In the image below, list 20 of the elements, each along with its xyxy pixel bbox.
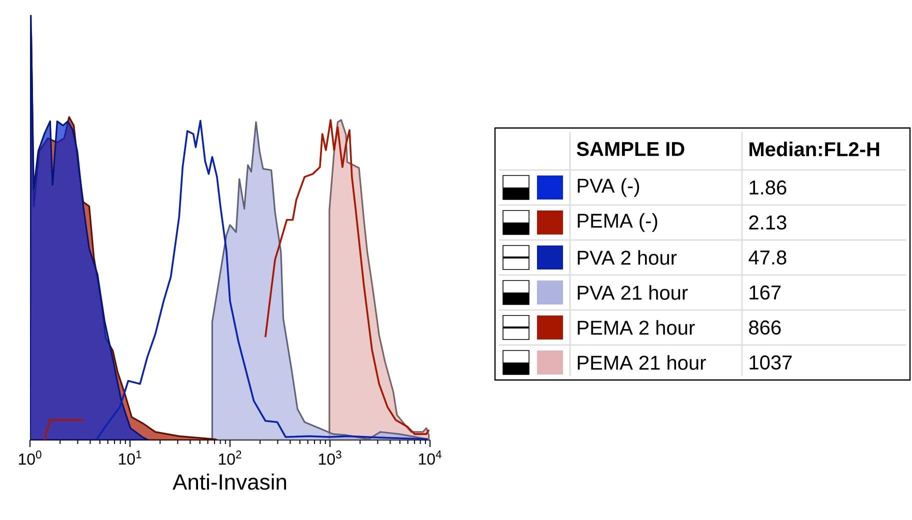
text: 1.86 [750, 180, 786, 195]
legend-label: PEMA 2 hour [578, 320, 695, 335]
legend-label: PVA 21 hour [578, 285, 688, 300]
legend-label: PEMA (-) [578, 213, 658, 232]
x-tick-label: 10$^{1}$ [118, 450, 142, 465]
legend-label: PVA 2 hour [578, 250, 677, 265]
text: 167 [750, 285, 781, 300]
text: Median:FL2-H [750, 142, 880, 156]
legend-label: PVA (-) [578, 178, 640, 197]
x-tick-label: 10$^{2}$ [218, 450, 242, 465]
legend-label: PEMA 21 hour [578, 355, 706, 370]
x-tick-label: 10$^{4}$ [418, 450, 442, 465]
text: 47.8 [748, 250, 786, 265]
legend-title: SAMPLE ID [576, 142, 684, 156]
text: 866 [749, 320, 781, 335]
x-tick-label: 10$^{3}$ [318, 450, 342, 465]
x-axis-title: Anti-Invasin [172, 474, 286, 490]
text: 2.13 [749, 215, 786, 230]
text: 1037 [750, 355, 792, 370]
x-tick-label: 10$^{0}$ [18, 450, 42, 465]
